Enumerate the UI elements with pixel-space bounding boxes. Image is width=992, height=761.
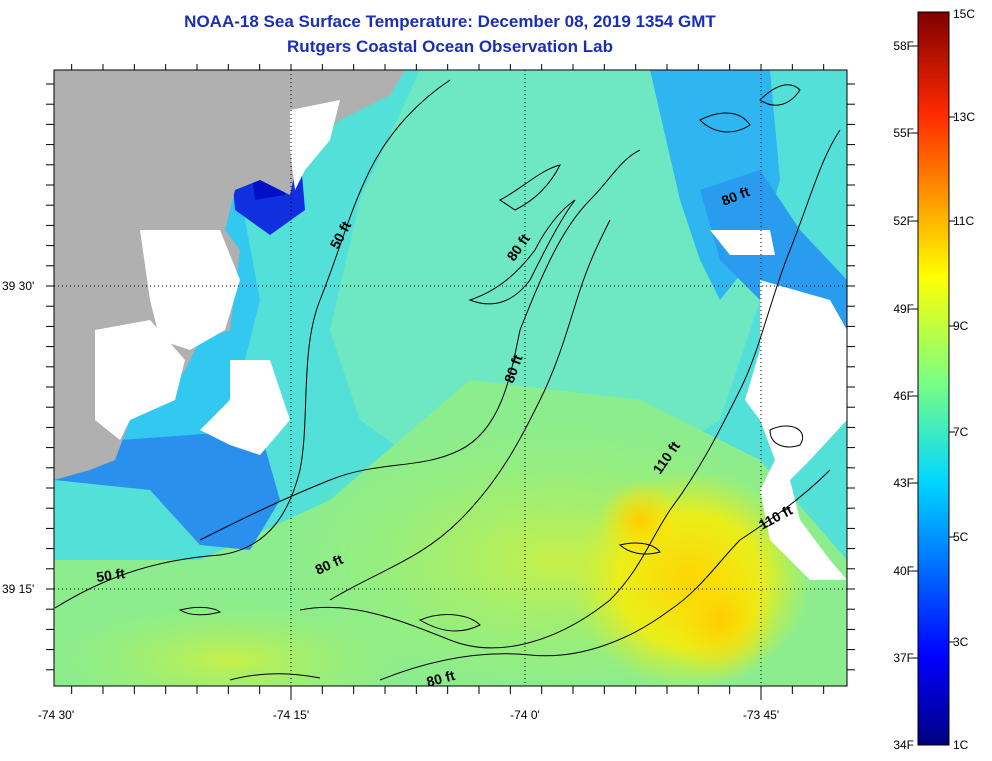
- map-frame: [53, 69, 848, 687]
- colorbar-c-label: 7C: [953, 425, 969, 439]
- y-tick-label: 39 15': [2, 582, 34, 596]
- colorbar-f-label: 55F: [893, 126, 914, 140]
- x-tick-label: -74 30': [38, 708, 74, 722]
- colorbar-f-label: 34F: [893, 738, 914, 752]
- colorbar-c-label: 15C: [953, 7, 975, 21]
- grid-lines: [54, 70, 847, 686]
- map-title: NOAA-18 Sea Surface Temperature: Decembe…: [184, 12, 716, 31]
- colorbar-gradient: [917, 11, 950, 746]
- colorbar-f-label: 49F: [893, 302, 914, 316]
- x-axis-labels: -74 30' -74 15' -74 0' -73 45': [38, 708, 779, 722]
- colorbar: 58F 55F 52F 49F 46F 43F 40F 37F 34F 15C …: [893, 7, 975, 752]
- bathymetry-contours: [54, 79, 841, 681]
- colorbar-f-label: 58F: [893, 39, 914, 53]
- colorbar-f-label: 46F: [893, 389, 914, 403]
- colorbar-c-label: 3C: [953, 635, 969, 649]
- colorbar-f-label: 43F: [893, 476, 914, 490]
- map-subtitle: Rutgers Coastal Ocean Observation Lab: [287, 37, 613, 56]
- y-tick-label: 39 30': [2, 279, 34, 293]
- temperature-field: [54, 70, 847, 686]
- x-tick-label: -74 15': [273, 708, 309, 722]
- cloud-mask: [95, 100, 847, 580]
- colorbar-c-label: 1C: [953, 738, 969, 752]
- axis-ticks: [46, 64, 855, 700]
- colorbar-f-label: 40F: [893, 564, 914, 578]
- colorbar-c-label: 13C: [953, 110, 975, 124]
- x-tick-label: -74 0': [510, 708, 540, 722]
- colorbar-f-label: 37F: [893, 651, 914, 665]
- y-axis-labels: 39 30' 39 15': [2, 279, 34, 596]
- colorbar-c-label: 5C: [953, 530, 969, 544]
- x-tick-label: -73 45': [743, 708, 779, 722]
- depth-label: 50 ft: [95, 565, 126, 585]
- colorbar-c-label: 9C: [953, 319, 969, 333]
- depth-label: 80 ft: [425, 667, 457, 690]
- colorbar-c-label: 11C: [953, 214, 974, 228]
- colorbar-f-label: 52F: [893, 214, 914, 228]
